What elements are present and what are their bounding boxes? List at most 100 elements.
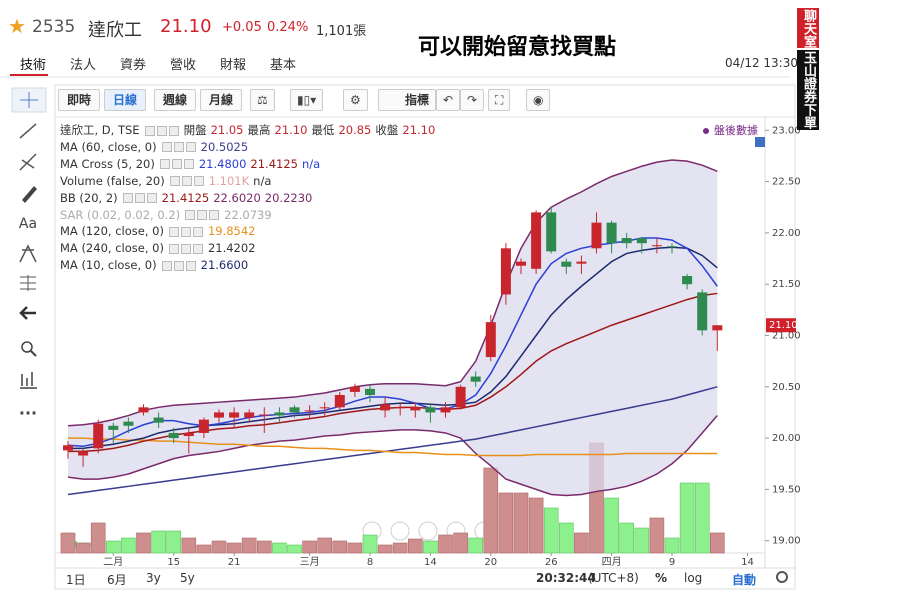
footer-percent[interactable]: %	[655, 571, 668, 585]
after-hours-label[interactable]: 盤後數據	[714, 123, 758, 137]
toolbar-button[interactable]: 週線	[154, 89, 197, 111]
legend-label: 達欣工, D, TSE	[60, 123, 140, 137]
legend-row: MA (10, close, 0) 21.6600	[60, 257, 435, 274]
toolbar-icon[interactable]: ⛶	[488, 89, 511, 111]
legend-icon[interactable]	[180, 243, 191, 254]
chat-tab[interactable]: 聊天室	[797, 8, 819, 48]
legend-icon[interactable]	[169, 176, 180, 187]
more-tools[interactable]: ···	[19, 404, 37, 423]
text-tool[interactable]: Aa	[19, 216, 37, 232]
legend-icon[interactable]	[159, 159, 170, 170]
zoom-out[interactable]	[390, 521, 410, 541]
volume-bar	[649, 517, 665, 554]
x-tick-label: 二月	[103, 556, 123, 568]
candle-body	[546, 212, 557, 252]
volume-bar	[226, 542, 242, 554]
legend-icons	[159, 157, 195, 171]
legend-label: BB (20, 2)	[60, 190, 118, 205]
tab[interactable]: 法人	[70, 58, 97, 73]
zoom-handle	[30, 350, 37, 357]
reset[interactable]	[418, 521, 438, 541]
back-tool[interactable]	[19, 306, 36, 320]
toolbar-icon[interactable]: ⚙	[343, 89, 368, 111]
legend-icons	[168, 224, 204, 238]
legend-value: 21.4800	[198, 156, 247, 171]
legend-value: 20.2230	[264, 190, 313, 205]
toolbar-icon[interactable]: ▮▯▾	[290, 89, 324, 111]
order-tab[interactable]: 玉山證券下單	[797, 50, 819, 130]
legend-value: 21.4125	[161, 190, 210, 205]
price-change-pct: 0.24%	[267, 20, 309, 35]
toolbar-button[interactable]: 即時	[58, 89, 101, 111]
tab[interactable]: 營收	[170, 58, 197, 73]
range-button[interactable]: 1日	[66, 573, 86, 587]
legend-icon[interactable]	[144, 125, 155, 136]
legend-value: 最高	[247, 123, 271, 137]
candle-body	[606, 222, 617, 244]
tab[interactable]: 基本	[270, 58, 297, 73]
toolbar-button[interactable]: 日線	[104, 89, 147, 111]
toolbar-button[interactable]: 月線	[200, 89, 243, 111]
legend-icon[interactable]	[168, 243, 179, 254]
toolbar-icon[interactable]: ◉	[526, 89, 551, 111]
tab[interactable]: 資券	[120, 58, 147, 73]
tab[interactable]: 技術	[20, 58, 47, 73]
measure-tool[interactable]	[20, 275, 36, 291]
trendline-tool[interactable]	[19, 123, 37, 139]
legend-icon[interactable]	[185, 210, 196, 221]
legend-icon[interactable]	[183, 159, 194, 170]
footer-log[interactable]: log	[684, 571, 703, 585]
volume-bar	[483, 467, 499, 554]
footer-auto[interactable]: 自動	[732, 573, 757, 587]
candle-body	[380, 404, 391, 411]
candle-body	[531, 212, 542, 269]
legend-icon[interactable]	[185, 142, 196, 153]
range-button[interactable]: 3y	[146, 571, 161, 585]
volume-bar	[121, 537, 136, 554]
legend-icon[interactable]	[173, 260, 184, 271]
legend-icon[interactable]	[161, 142, 172, 153]
legend-icon[interactable]	[180, 226, 191, 237]
ruler-tool[interactable]	[20, 372, 37, 389]
volume-bar	[453, 532, 468, 554]
info-icon[interactable]	[755, 137, 765, 147]
legend-icon[interactable]	[171, 159, 182, 170]
toolbar-icon[interactable]: ⚖	[250, 89, 275, 111]
tab[interactable]: 財報	[220, 58, 247, 73]
volume-bar	[241, 537, 257, 554]
legend-label: MA (60, close, 0)	[60, 139, 157, 154]
toolbar-icon[interactable]: ↷	[460, 89, 485, 111]
legend-icon[interactable]	[197, 210, 208, 221]
y-tick-label: 19.50	[772, 484, 801, 495]
legend-icon[interactable]	[209, 210, 220, 221]
legend-icon[interactable]	[161, 260, 172, 271]
range-button[interactable]: 6月	[107, 573, 127, 587]
legend-icon[interactable]	[185, 260, 196, 271]
legend-icon[interactable]	[173, 142, 184, 153]
legend-icon[interactable]	[168, 226, 179, 237]
legend-icon[interactable]	[193, 176, 204, 187]
legend-icon[interactable]	[122, 193, 133, 204]
legend-icon[interactable]	[168, 125, 179, 136]
y-tick-label: 19.00	[772, 536, 801, 547]
footer-clock: 20:32:44	[536, 571, 596, 585]
zoom-tool[interactable]	[21, 341, 33, 353]
x-tick-label: 三月	[300, 556, 320, 568]
legend-icon[interactable]	[156, 125, 167, 136]
legend-icon[interactable]	[192, 243, 203, 254]
legend-icon[interactable]	[181, 176, 192, 187]
fib-tool[interactable]	[19, 153, 37, 171]
pattern-tool[interactable]	[19, 244, 37, 263]
brush-tool[interactable]	[22, 186, 37, 203]
range-button[interactable]: 5y	[180, 571, 195, 585]
candle-body	[440, 407, 451, 413]
legend-icon[interactable]	[146, 193, 157, 204]
volume-bar	[543, 507, 559, 554]
toolbar-button[interactable]: 指標	[378, 89, 437, 111]
toolbar-icon[interactable]: ↶	[436, 89, 461, 111]
legend-icon[interactable]	[134, 193, 145, 204]
legend-icon[interactable]	[192, 226, 203, 237]
favorite-star[interactable]: ★	[8, 14, 26, 38]
